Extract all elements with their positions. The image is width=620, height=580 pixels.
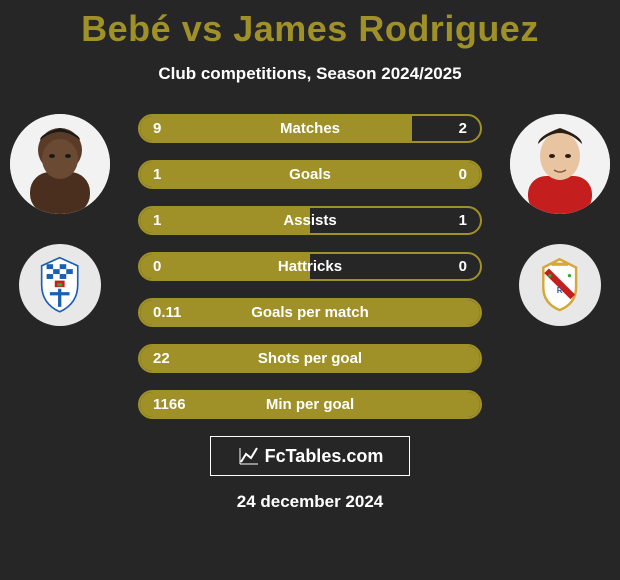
- avatar-icon: [10, 114, 110, 214]
- club-left-badge: [19, 244, 101, 326]
- stat-label: Min per goal: [140, 392, 480, 417]
- stat-label: Hattricks: [140, 254, 480, 279]
- stat-label: Matches: [140, 116, 480, 141]
- stat-label: Goals: [140, 162, 480, 187]
- club-right-badge: R: [519, 244, 601, 326]
- stat-bar: 1Goals0: [138, 160, 482, 189]
- stat-bar: 0Hattricks0: [138, 252, 482, 281]
- stat-bar: 22Shots per goal: [138, 344, 482, 373]
- player-right-avatar: [510, 114, 610, 214]
- stat-label: Goals per match: [140, 300, 480, 325]
- page-title: Bebé vs James Rodriguez: [0, 0, 620, 50]
- stat-label: Assists: [140, 208, 480, 233]
- stat-bars: 9Matches21Goals01Assists10Hattricks00.11…: [138, 114, 482, 419]
- avatar-icon: [510, 114, 610, 214]
- stat-right-value: 0: [459, 254, 467, 279]
- stat-bar: 9Matches2: [138, 114, 482, 143]
- stat-bar: 0.11Goals per match: [138, 298, 482, 327]
- club-crest-icon: [31, 256, 88, 313]
- comparison-date: 24 december 2024: [0, 492, 620, 512]
- source-logo: FcTables.com: [210, 436, 410, 476]
- stat-right-value: 2: [459, 116, 467, 141]
- stat-right-value: 0: [459, 162, 467, 187]
- comparison-panel: R 9Matches21Goals01Assists10Hattricks00.…: [0, 114, 620, 419]
- subtitle: Club competitions, Season 2024/2025: [0, 64, 620, 84]
- chart-icon: [237, 444, 261, 468]
- stat-bar: 1166Min per goal: [138, 390, 482, 419]
- source-logo-text: FcTables.com: [265, 446, 384, 467]
- stat-label: Shots per goal: [140, 346, 480, 371]
- stat-right-value: 1: [459, 208, 467, 233]
- svg-text:R: R: [557, 286, 563, 295]
- stat-bar: 1Assists1: [138, 206, 482, 235]
- player-left-avatar: [10, 114, 110, 214]
- club-crest-icon: R: [531, 256, 588, 313]
